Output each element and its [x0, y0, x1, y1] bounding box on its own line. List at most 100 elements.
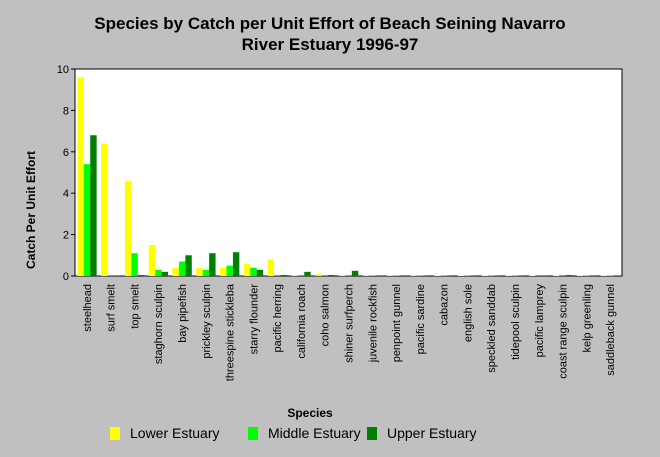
- bar-0-7: [243, 263, 251, 276]
- legend-label-middle: Middle Estuary: [268, 425, 361, 441]
- x-tick-label: threespine stickleba: [225, 283, 237, 381]
- bar-2-0: [90, 135, 97, 276]
- x-tick-label: coast range sculpin: [558, 284, 570, 379]
- x-tick-label: starry flounder: [248, 284, 260, 355]
- bar-1-2: [131, 253, 138, 276]
- legend-swatch-middle: [248, 426, 258, 440]
- bar-1-19: [535, 274, 543, 276]
- bar-2-17: [494, 275, 501, 276]
- bar-2-13: [399, 275, 406, 276]
- bar-0-5: [196, 267, 203, 276]
- bar-0-19: [529, 275, 536, 276]
- y-tick-label: 4: [63, 188, 69, 200]
- bar-2-4: [185, 255, 192, 276]
- bar-0-0: [77, 77, 84, 276]
- bar-2-15: [446, 275, 454, 276]
- bar-1-7: [250, 267, 257, 276]
- y-tick-label: 6: [63, 147, 69, 159]
- bar-1-10: [321, 274, 329, 276]
- legend-label-lower: Lower Estuary: [130, 425, 220, 441]
- bar-0-3: [148, 244, 156, 276]
- bar-2-7: [256, 269, 264, 276]
- bar-2-6: [232, 252, 240, 276]
- bar-1-12: [369, 275, 376, 276]
- legend-label-upper: Upper Estuary: [387, 425, 477, 441]
- legend: Lower Estuary Middle Estuary Upper Estua…: [0, 425, 660, 445]
- bar-0-21: [576, 275, 584, 276]
- bar-0-17: [481, 275, 489, 276]
- bar-2-5: [209, 253, 216, 276]
- bar-2-22: [613, 275, 620, 276]
- bar-0-8: [267, 259, 275, 276]
- bar-1-14: [416, 275, 424, 276]
- bar-0-10: [315, 273, 322, 276]
- bar-2-2: [137, 274, 145, 276]
- bar-0-6: [220, 267, 227, 276]
- bar-0-18: [505, 275, 512, 276]
- bar-0-13: [386, 274, 393, 276]
- bar-1-18: [511, 275, 519, 276]
- x-tick-label: surf smelt: [106, 284, 118, 332]
- bar-0-4: [172, 267, 179, 276]
- x-tick-label: saddleback gunnel: [605, 284, 617, 376]
- x-tick-label: pacific herring: [272, 284, 284, 352]
- bar-2-1: [114, 275, 121, 276]
- x-tick-label: top smelt: [129, 284, 141, 329]
- bar-1-17: [488, 275, 495, 276]
- x-tick-label: tidepool sculpin: [510, 284, 522, 360]
- y-tick-label: 2: [63, 230, 69, 242]
- x-tick-label: bay pipefish: [177, 284, 189, 343]
- bar-2-18: [518, 275, 525, 276]
- y-tick-label: 8: [63, 105, 69, 117]
- bar-1-20: [559, 274, 566, 276]
- bar-2-21: [589, 275, 597, 276]
- bar-1-16: [464, 275, 471, 276]
- bar-0-2: [124, 180, 132, 276]
- bar-2-8: [280, 274, 287, 276]
- bar-0-15: [434, 275, 441, 276]
- x-tick-label: english sole: [462, 284, 474, 342]
- x-tick-label: penpoint gunnel: [391, 284, 403, 362]
- bar-0-11: [338, 274, 346, 276]
- x-tick-label: steelhead: [82, 284, 94, 332]
- bar-1-6: [226, 265, 233, 276]
- x-tick-label: pacific lamprey: [534, 284, 546, 358]
- y-tick-label: 10: [57, 64, 69, 76]
- legend-swatch-lower: [110, 426, 120, 440]
- bar-2-16: [470, 275, 478, 276]
- bar-1-11: [345, 274, 352, 276]
- bar-2-19: [542, 275, 549, 276]
- bar-0-16: [457, 275, 465, 276]
- legend-item-upper: Upper Estuary: [367, 425, 476, 441]
- bar-2-10: [328, 274, 335, 276]
- bar-2-11: [351, 270, 359, 276]
- legend-item-lower: Lower Estuary: [110, 425, 219, 441]
- chart-title-line-1: Species by Catch per Unit Effort of Beac…: [94, 14, 566, 33]
- legend-swatch-upper: [367, 426, 377, 440]
- x-tick-label: kelp greenling: [581, 284, 593, 353]
- bar-0-1: [101, 143, 108, 276]
- bar-1-13: [392, 275, 400, 276]
- legend-item-middle: Middle Estuary: [248, 425, 361, 441]
- bar-2-9: [304, 271, 311, 276]
- bar-2-12: [375, 275, 383, 276]
- bar-1-4: [178, 261, 186, 276]
- bar-0-9: [291, 274, 298, 276]
- bar-0-12: [362, 274, 370, 276]
- bar-0-14: [410, 274, 417, 276]
- x-tick-label: juvenile rockfish: [367, 284, 379, 363]
- x-tick-label: prickley sculpin: [201, 284, 213, 359]
- bar-1-15: [440, 275, 447, 276]
- bar-1-3: [155, 269, 162, 276]
- x-tick-label: cabazon: [439, 284, 451, 326]
- bar-1-0: [83, 164, 91, 276]
- bar-1-22: [607, 275, 614, 276]
- bar-2-20: [565, 274, 573, 276]
- x-tick-label: speckled sanddab: [486, 284, 498, 373]
- bar-2-3: [161, 271, 168, 276]
- x-tick-label: coho salmon: [320, 284, 332, 346]
- x-tick-label: staghorn sculpin: [153, 284, 165, 364]
- chart-title-line-2: River Estuary 1996-97: [241, 35, 419, 54]
- y-axis-title: Catch Per Unit Effort: [24, 151, 38, 269]
- bar-0-22: [600, 275, 608, 276]
